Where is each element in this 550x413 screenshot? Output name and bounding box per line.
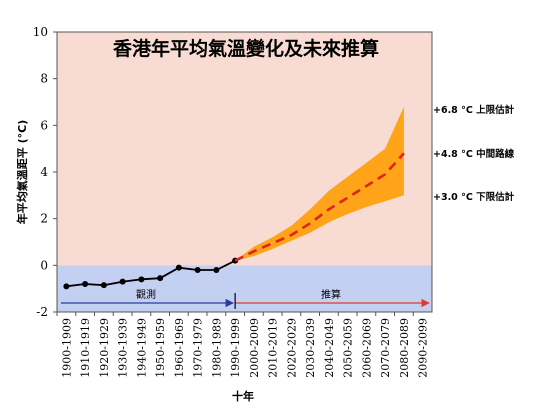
median-estimate-label: +4.8 °C 中間路線: [433, 148, 515, 160]
y-axis-label: 年平均氣溫距平 (°C): [15, 120, 29, 224]
x-tick-label: 2040-2049: [323, 318, 336, 378]
phase-arrows: [61, 293, 430, 309]
observed-point: [63, 283, 70, 290]
projection-label: 推算: [321, 288, 341, 301]
x-tick-label: 2070-2079: [379, 318, 392, 378]
observed-point: [100, 282, 107, 289]
x-tick-label: 1900-1909: [60, 318, 73, 378]
x-tick-label: 1960-1969: [173, 318, 186, 378]
y-tick-label: 6: [40, 118, 48, 132]
observed-line: [66, 259, 236, 288]
x-tick-label: 1970-1979: [192, 318, 205, 378]
axes-layer: [53, 31, 433, 316]
observed-point: [194, 267, 201, 273]
y-tick-label: 4: [40, 165, 48, 179]
series-layer: [63, 152, 405, 290]
x-tick-label: 1920-1929: [98, 318, 111, 378]
x-ticks: 1900-1909 1910-1919 1920-1929 1930-1939 1940…: [60, 318, 429, 378]
plot-background: [57, 32, 432, 312]
x-tick-label: 1990-1999: [229, 318, 242, 378]
observed-point: [213, 267, 220, 273]
x-tick-label: 2030-2039: [304, 318, 317, 378]
x-axis-label: 十年: [232, 389, 254, 403]
x-tick-label: 2020-2029: [285, 318, 298, 378]
observed-label: 觀測: [136, 288, 156, 301]
background-above-zero: [57, 32, 432, 266]
y-tick-label: 10: [33, 25, 48, 39]
y-tick-label: 2: [40, 212, 48, 226]
x-tick-label: 2050-2059: [342, 318, 355, 378]
y-tick-label: 8: [40, 72, 48, 86]
observed-point: [175, 264, 182, 271]
chart-title: 香港年平均氣溫變化及未來推算: [112, 37, 379, 60]
x-tick-label: 2090-2099: [417, 318, 430, 378]
x-tick-label: 1940-1949: [135, 318, 148, 378]
observed-point: [157, 275, 164, 282]
x-tick-label: 2080-2089: [398, 318, 411, 378]
observed-point: [138, 276, 145, 283]
background-below-zero: [57, 265, 432, 312]
x-tick-label: 2010-2019: [267, 318, 280, 378]
y-tick-label: -2: [36, 305, 48, 319]
y-ticks: -2 0 2 4 6 8 10: [33, 25, 49, 319]
x-tick-label: 1930-1939: [117, 318, 130, 378]
lower-estimate-label: +3.0 °C 下限估計: [433, 191, 515, 203]
observed-point: [119, 278, 126, 285]
x-tick-label: 1980-1989: [210, 318, 223, 378]
x-tick-label: 2060-2069: [360, 318, 373, 378]
observed-point: [82, 281, 89, 287]
y-tick-label: 0: [40, 258, 48, 272]
upper-estimate-label: +6.8 °C 上限估計: [433, 104, 515, 116]
x-tick-label: 2000-2009: [248, 318, 261, 378]
x-tick-label: 1950-1959: [154, 318, 167, 378]
x-tick-label: 1910-1919: [79, 318, 92, 378]
projection-median-line: [234, 152, 405, 262]
